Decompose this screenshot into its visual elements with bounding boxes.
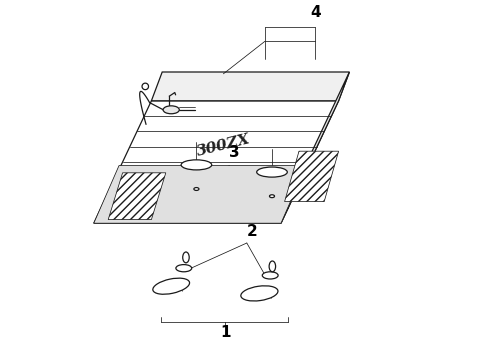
Ellipse shape xyxy=(257,167,287,177)
Polygon shape xyxy=(108,173,166,220)
Ellipse shape xyxy=(194,188,199,190)
Polygon shape xyxy=(151,72,349,101)
Ellipse shape xyxy=(163,106,179,114)
Ellipse shape xyxy=(262,272,278,279)
Ellipse shape xyxy=(176,265,192,272)
Ellipse shape xyxy=(270,195,274,198)
Text: 3: 3 xyxy=(229,145,240,160)
Text: 1: 1 xyxy=(220,325,230,340)
Text: 4: 4 xyxy=(310,5,320,20)
Text: 2: 2 xyxy=(247,224,258,239)
Ellipse shape xyxy=(153,278,190,294)
Ellipse shape xyxy=(269,261,275,272)
Ellipse shape xyxy=(241,286,278,301)
Polygon shape xyxy=(94,166,306,223)
Polygon shape xyxy=(285,151,339,202)
Ellipse shape xyxy=(183,252,189,263)
Polygon shape xyxy=(281,72,349,223)
Polygon shape xyxy=(94,101,339,223)
Text: 300ZX: 300ZX xyxy=(195,132,252,159)
Ellipse shape xyxy=(181,160,212,170)
